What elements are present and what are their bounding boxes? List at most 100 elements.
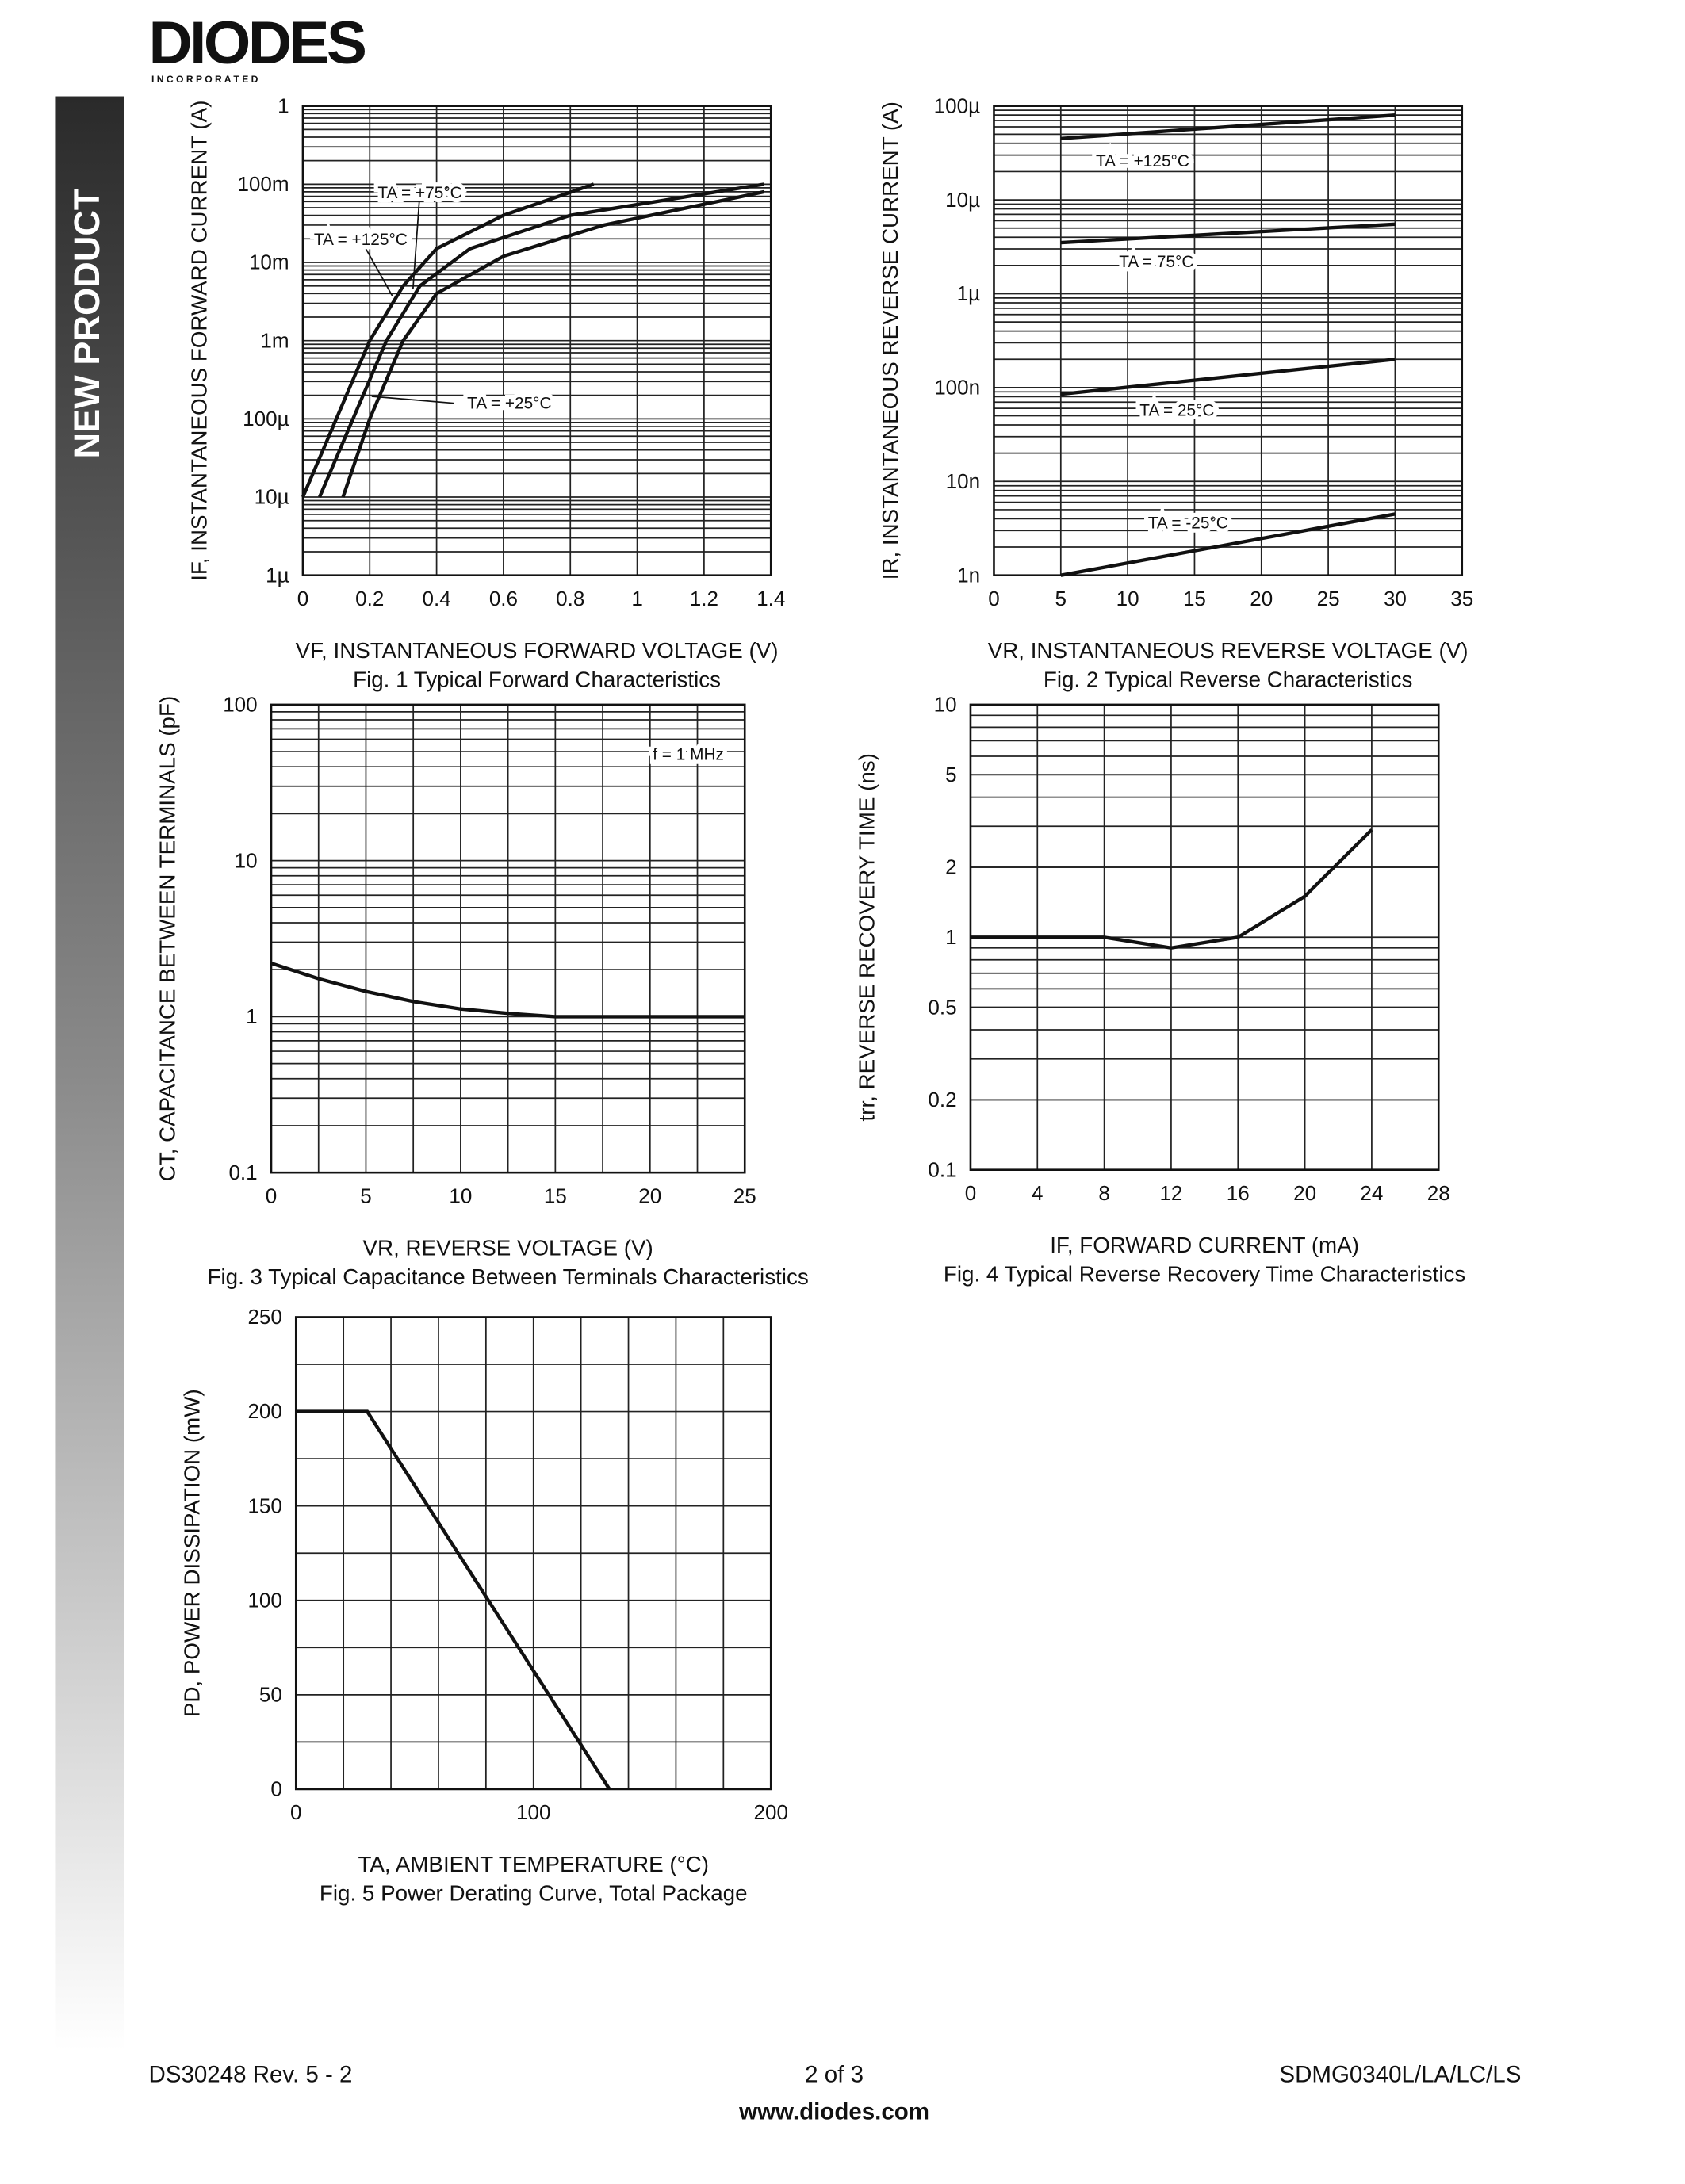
x-tick-label: 12 xyxy=(1159,1181,1182,1205)
data-line xyxy=(1060,512,1396,577)
x-tick-label: 4 xyxy=(1032,1181,1043,1205)
data-line xyxy=(301,182,595,498)
y-tick-label: 1 xyxy=(246,1004,257,1028)
x-tick-label: 100 xyxy=(516,1800,550,1824)
y-tick-label: 0.5 xyxy=(928,995,956,1019)
chart-title: Fig. 2 Typical Reverse Characteristics xyxy=(1044,667,1412,691)
label-arrow xyxy=(371,396,454,404)
y-axis-label: IF, INSTANTANEOUS FORWARD CURRENT (A) xyxy=(186,101,211,581)
y-tick-label: 100 xyxy=(223,693,257,717)
x-tick-label: 30 xyxy=(1384,587,1407,610)
x-tick-label: 0.8 xyxy=(556,587,584,610)
x-tick-label: 20 xyxy=(1293,1181,1316,1205)
x-tick-label: 20 xyxy=(638,1184,661,1207)
x-tick-label: 0.4 xyxy=(423,587,451,610)
y-axis-label: IR, INSTANTANEOUS REVERSE CURRENT (A) xyxy=(878,101,902,579)
sidebar-label: NEW PRODUCT xyxy=(67,188,107,458)
label-arrow xyxy=(360,239,393,296)
data-line xyxy=(1060,113,1396,140)
y-tick-label: 150 xyxy=(247,1494,281,1517)
data-line xyxy=(318,182,765,498)
x-tick-label: 5 xyxy=(1055,587,1067,610)
x-tick-label: 10 xyxy=(1116,587,1139,610)
y-tick-label: 100m xyxy=(237,172,289,196)
y-tick-label: 1m xyxy=(260,328,289,352)
series-label: TA = +75°C xyxy=(377,184,461,202)
y-tick-label: 250 xyxy=(247,1305,281,1329)
x-tick-label: 24 xyxy=(1360,1181,1383,1205)
x-axis-label: IF, FORWARD CURRENT (mA) xyxy=(1050,1233,1359,1257)
y-tick-label: 1µ xyxy=(957,281,980,305)
series-label: TA = 75°C xyxy=(1119,253,1193,271)
x-tick-label: 25 xyxy=(733,1184,756,1207)
sidebar xyxy=(55,96,124,2051)
chart-title: Fig. 5 Power Derating Curve, Total Packa… xyxy=(320,1881,748,1906)
plot-frame xyxy=(993,105,1464,576)
x-axis-label: VF, INSTANTANEOUS FORWARD VOLTAGE (V) xyxy=(296,638,779,663)
x-tick-label: 5 xyxy=(360,1184,371,1207)
x-tick-label: 8 xyxy=(1098,1181,1109,1205)
chart-title: Fig. 4 Typical Reverse Recovery Time Cha… xyxy=(944,1261,1465,1286)
series-label: TA = +125°C xyxy=(314,231,408,249)
x-tick-label: 35 xyxy=(1450,587,1473,610)
y-tick-label: 10 xyxy=(934,693,957,717)
series-label: TA = +25°C xyxy=(467,395,551,413)
logo-tagline: I N C O R P O R A T E D xyxy=(151,74,258,85)
footer-doc: DS30248 Rev. 5 - 2 xyxy=(148,2062,352,2088)
data-line xyxy=(270,961,745,1019)
y-tick-label: 1µ xyxy=(266,563,289,587)
y-tick-label: 1 xyxy=(945,925,956,949)
x-tick-label: 1.4 xyxy=(756,587,785,610)
y-tick-label: 100 xyxy=(247,1588,281,1612)
data-line xyxy=(1060,222,1396,245)
x-tick-label: 0 xyxy=(297,587,308,610)
series-label: TA = -25°C xyxy=(1148,514,1228,533)
x-tick-label: 1.2 xyxy=(690,587,718,610)
x-tick-label: 16 xyxy=(1227,1181,1250,1205)
y-axis-label: CT, CAPACITANCE BETWEEN TERMINALS (pF) xyxy=(155,696,179,1181)
data-line xyxy=(296,1409,611,1791)
x-axis-label: VR, REVERSE VOLTAGE (V) xyxy=(363,1235,653,1260)
x-tick-label: 0 xyxy=(988,587,999,610)
footer-part: SDMG0340L/LA/LC/LS xyxy=(1279,2062,1521,2088)
plot-frame xyxy=(294,1316,772,1791)
y-tick-label: 100µ xyxy=(934,94,980,117)
y-axis-label: trr, REVERSE RECOVERY TIME (ns) xyxy=(854,753,879,1121)
y-tick-label: 0.1 xyxy=(228,1161,257,1184)
x-tick-label: 10 xyxy=(449,1184,472,1207)
data-line xyxy=(970,828,1373,950)
x-tick-label: 0.2 xyxy=(355,587,384,610)
logo: DIODES xyxy=(148,10,365,77)
y-tick-label: 10n xyxy=(946,469,980,493)
x-tick-label: 15 xyxy=(1183,587,1206,610)
y-tick-label: 1 xyxy=(278,94,289,117)
x-axis-label: VR, INSTANTANEOUS REVERSE VOLTAGE (V) xyxy=(988,638,1469,663)
y-tick-label: 0 xyxy=(270,1777,281,1801)
annotation: f = 1 MHz xyxy=(653,745,724,763)
data-line xyxy=(1060,358,1396,396)
x-tick-label: 0.6 xyxy=(489,587,518,610)
chart-title: Fig. 3 Typical Capacitance Between Termi… xyxy=(208,1264,809,1289)
y-tick-label: 1n xyxy=(957,563,980,587)
y-tick-label: 2 xyxy=(945,855,956,879)
y-tick-label: 10µ xyxy=(945,188,980,212)
x-tick-label: 0 xyxy=(965,1181,976,1205)
y-axis-label: PD, POWER DISSIPATION (mW) xyxy=(180,1389,205,1717)
y-tick-label: 100µ xyxy=(243,407,289,430)
data-line xyxy=(341,189,765,498)
footer-page: 2 of 3 xyxy=(805,2062,864,2088)
y-tick-label: 5 xyxy=(945,763,956,786)
x-tick-label: 0 xyxy=(266,1184,277,1207)
y-tick-label: 100n xyxy=(934,376,980,400)
x-tick-label: 15 xyxy=(544,1184,567,1207)
x-tick-label: 0 xyxy=(290,1800,301,1824)
x-tick-label: 28 xyxy=(1427,1181,1450,1205)
series-label: TA = +125°C xyxy=(1096,152,1189,170)
x-tick-label: 1 xyxy=(631,587,642,610)
plot-frame xyxy=(270,703,746,1174)
series-label: TA = 25°C xyxy=(1139,401,1214,419)
footer-url: www.diodes.com xyxy=(738,2099,929,2125)
x-tick-label: 20 xyxy=(1250,587,1273,610)
